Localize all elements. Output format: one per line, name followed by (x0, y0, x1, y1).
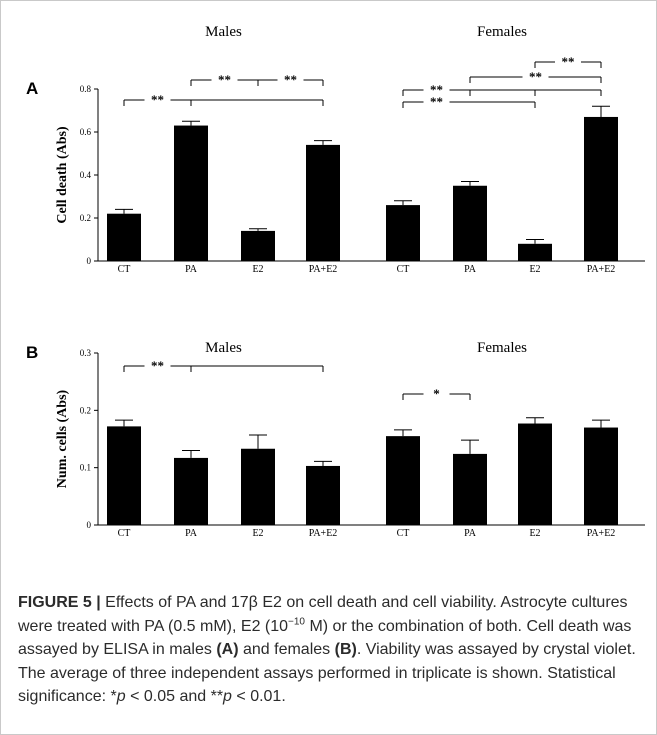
panel-a-group-title-males: Males (205, 24, 242, 40)
panel-b-bar-females-3 (584, 427, 618, 525)
panel-b-bar-males-2 (241, 448, 275, 525)
panel-a-y-tick-label: 0.4 (80, 170, 92, 180)
panel-a-bar-females-1 (453, 185, 487, 261)
panel-b-y-tick-label: 0.3 (80, 348, 92, 358)
panel-b-bar-females-0 (386, 436, 420, 525)
panel-a-label: A (26, 79, 38, 98)
panel-a-sig-label: ** (562, 54, 575, 69)
panel-a-category-label: PA+E2 (587, 264, 616, 275)
panel-a-sig-label: ** (430, 82, 443, 97)
panel-a-sig-label: ** (218, 72, 231, 87)
panel-b-group-title-males: Males (205, 340, 242, 356)
caption-text-1: Effects of PA and 17β E2 on cell death a… (18, 594, 628, 635)
panel-a-y-tick-label: 0.8 (80, 84, 92, 94)
caption-exponent: −10 (288, 616, 305, 628)
panel-a-category-label: PA (185, 264, 198, 275)
panel-b-y-tick-label: 0.2 (80, 405, 91, 415)
panel-a-sig-label: ** (430, 94, 443, 109)
caption-p-1: p (116, 688, 126, 706)
panel-a-category-label: PA (464, 264, 477, 275)
panel-a-y-tick-label: 0.6 (80, 127, 92, 137)
panel-b-y-tick-label: 0 (87, 520, 92, 530)
panel-a-y-axis-label: Cell death (Abs) (55, 126, 70, 224)
panel-b-y-tick-label: 0.1 (80, 463, 91, 473)
panel-b-y-axis-label: Num. cells (Abs) (55, 389, 70, 488)
figure-caption: FIGURE 5 | Effects of PA and 17β E2 on c… (18, 591, 642, 709)
panel-b-sig-label: ** (151, 358, 164, 373)
panel-a-bar-males-1 (174, 125, 208, 261)
panel-a-category-label: CT (397, 264, 410, 275)
panel-a-sig-label: ** (284, 72, 297, 87)
panel-a-category-label: E2 (252, 264, 263, 275)
caption-text-6: < 0.01. (231, 688, 286, 706)
panel-a-group-title-females: Females (477, 24, 527, 40)
panel-b-bar-males-0 (107, 426, 141, 525)
panel-b-category-label: CT (397, 528, 410, 539)
caption-ref-a: (A) (216, 641, 239, 659)
panel-b-category-label: PA+E2 (309, 528, 338, 539)
panel-b-category-label: E2 (252, 528, 263, 539)
panel-b-category-label: PA+E2 (587, 528, 616, 539)
panel-a-bar-females-3 (584, 116, 618, 261)
panel-b-category-label: PA (464, 528, 477, 539)
caption-p-2: p (223, 688, 232, 706)
panel-b-category-label: E2 (529, 528, 540, 539)
panel-a-sig-label: ** (529, 69, 542, 84)
panel-a-bar-males-3 (306, 144, 340, 261)
caption-text-4: . Viability was assayed by crystal viole… (18, 641, 636, 706)
panel-b-category-label: CT (118, 528, 131, 539)
panel-a-bar-males-2 (241, 230, 275, 261)
panel-b-bar-males-1 (174, 457, 208, 525)
figure-charts: A Males Females Cell death (Abs) 0 0.2 0.4 0.6 0… (26, 24, 645, 539)
panel-a-bar-males-0 (107, 213, 141, 261)
panel-a-category-label: E2 (529, 264, 540, 275)
caption-ref-b: (B) (334, 641, 357, 659)
panel-b-bar-males-3 (306, 465, 340, 525)
panel-b-sig-label: * (433, 386, 440, 401)
caption-figure-label: FIGURE 5 | (18, 594, 101, 611)
panel-b-category-label: PA (185, 528, 198, 539)
caption-text-5: < 0.05 and ** (125, 688, 224, 706)
panel-a-bar-females-0 (386, 205, 420, 261)
panel-a-y-tick-label: 0 (87, 256, 92, 266)
panel-b-bar-females-1 (453, 453, 487, 525)
panel-b-group-title-females: Females (477, 340, 527, 356)
panel-b-bar-females-2 (518, 423, 552, 525)
panel-a-bar-females-2 (518, 243, 552, 261)
panel-a-y-tick-label: 0.2 (80, 213, 91, 223)
panel-a-category-label: CT (118, 264, 131, 275)
caption-text-2: M) or the combination of both. Cell deat… (18, 617, 632, 659)
panel-a-category-label: PA+E2 (309, 264, 338, 275)
panel-b-label: B (26, 343, 38, 362)
caption-text-3: and females (238, 641, 335, 659)
panel-a-sig-label: ** (151, 92, 164, 107)
